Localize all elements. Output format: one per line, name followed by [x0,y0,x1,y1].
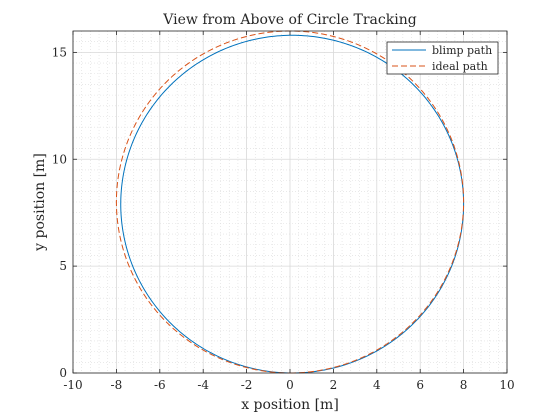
y-tick-label: 0 [59,366,67,380]
legend-box [386,41,499,75]
x-tick-label: -4 [197,378,209,392]
x-tick-label: -10 [63,378,82,392]
x-tick-label: 2 [330,378,338,392]
x-tick-label: 0 [286,378,294,392]
x-tick-label: -6 [154,378,166,392]
legend: blimp path ideal path [386,41,499,75]
axis-ticks [72,31,508,374]
legend-label-ideal-path: ideal path [432,60,488,73]
tick-labels: -10 -8 -6 -4 -2 0 2 4 6 8 10 0 5 10 15 [52,45,515,392]
y-tick-label: 15 [52,45,67,59]
x-tick-label: -8 [111,378,123,392]
x-tick-label: 10 [499,378,514,392]
y-tick-label: 10 [52,152,67,166]
x-tick-label: 6 [416,378,424,392]
y-tick-label: 5 [59,259,67,273]
y-axis-label: y position [m] [32,153,48,252]
x-axis-label: x position [m] [241,397,339,413]
x-tick-label: 4 [373,378,381,392]
legend-label-blimp-path: blimp path [432,44,492,57]
x-tick-label: -2 [241,378,253,392]
x-tick-label: 8 [460,378,468,392]
chart-title: View from Above of Circle Tracking [162,12,416,28]
series-blimp-path [120,34,465,374]
